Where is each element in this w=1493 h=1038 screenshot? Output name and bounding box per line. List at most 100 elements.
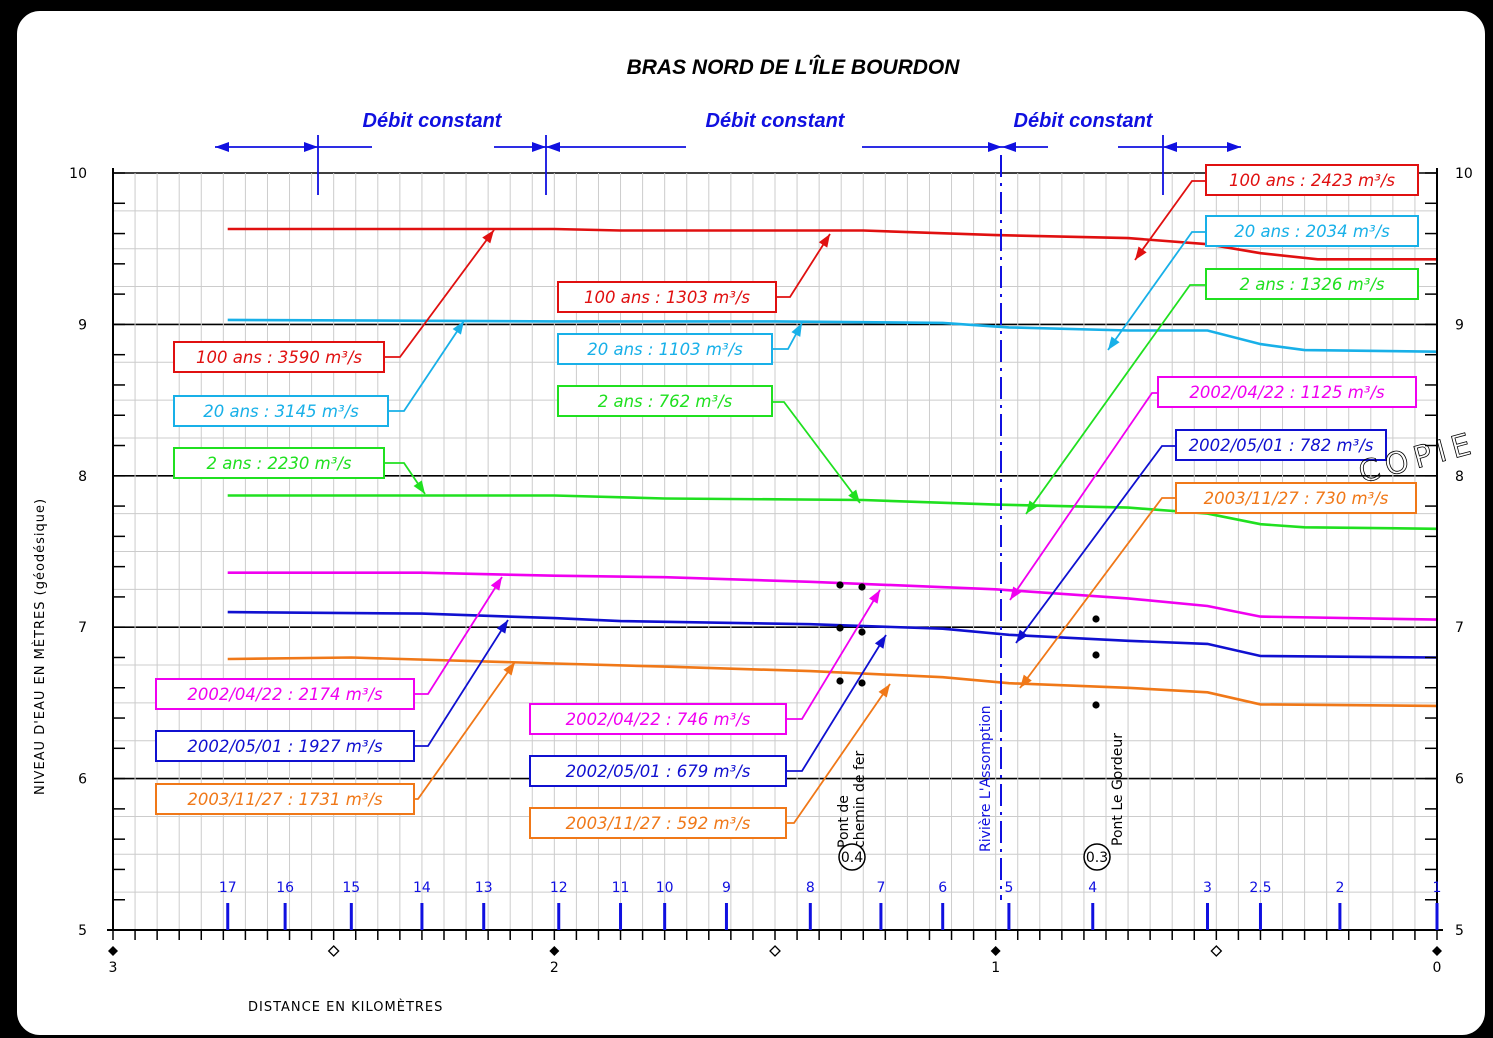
section-label: 5 bbox=[1004, 880, 1013, 896]
leader-arrowhead bbox=[1020, 674, 1032, 688]
bridge1-code-circle bbox=[838, 843, 866, 871]
river-label: Rivière L'Assomption bbox=[978, 705, 994, 852]
label-box bbox=[155, 678, 415, 710]
x-tick-label: 1 bbox=[991, 960, 1000, 976]
x-tick-diamond bbox=[549, 946, 560, 956]
bridge2-code: 0.3 bbox=[1086, 850, 1108, 866]
bridge1-code: 0.4 bbox=[841, 850, 863, 866]
leader-arrowhead bbox=[413, 480, 425, 494]
water-level-chart: BRAS NORD DE L'ÎLE BOURDON Débit constan… bbox=[32, 55, 1481, 1015]
series-label: 2003/11/27 : 1731 m³/s bbox=[187, 790, 383, 809]
series-line bbox=[227, 227, 1437, 261]
leader-line bbox=[1134, 180, 1206, 261]
y-tick-label-left: 9 bbox=[78, 317, 87, 333]
bridge-point bbox=[1092, 651, 1100, 659]
series-label: 2003/11/27 : 730 m³/s bbox=[1204, 489, 1389, 508]
series-labels: 100 ans : 3590 m³/s 100 ans : 1303 m³/s 10… bbox=[155, 164, 1419, 839]
label-box bbox=[529, 807, 787, 839]
leader-line bbox=[786, 589, 881, 720]
section-label: 11 bbox=[612, 880, 630, 896]
label-box bbox=[557, 281, 777, 313]
leader-arrowhead bbox=[1026, 500, 1038, 514]
x-tick-diamond bbox=[990, 946, 1001, 956]
leader-arrowhead bbox=[1010, 586, 1022, 600]
label-box bbox=[173, 341, 385, 373]
y-tick-label-left: 7 bbox=[78, 620, 87, 636]
label-box bbox=[1157, 376, 1417, 408]
section-label: 8 bbox=[806, 880, 815, 896]
x-tick-label: 3 bbox=[109, 960, 118, 976]
series-lines bbox=[227, 227, 1438, 708]
x-half-tick-diamond bbox=[327, 945, 340, 957]
y-tick-label-right: 6 bbox=[1455, 772, 1464, 788]
label-box bbox=[1175, 482, 1417, 514]
leader-arrowhead bbox=[791, 323, 802, 337]
label-box bbox=[1205, 164, 1419, 196]
series-label: 2 ans : 762 m³/s bbox=[598, 392, 733, 411]
leader-arrowhead bbox=[874, 635, 886, 649]
section-label: 10 bbox=[656, 880, 674, 896]
series-label: 2002/05/01 : 782 m³/s bbox=[1189, 436, 1374, 455]
leader-arrowhead bbox=[496, 620, 508, 634]
bridge-point bbox=[836, 624, 844, 632]
debit-constant-label: Débit constant bbox=[706, 110, 846, 132]
label-box bbox=[529, 755, 787, 787]
section-label: 6 bbox=[938, 880, 947, 896]
label-box bbox=[173, 395, 389, 427]
label-box bbox=[557, 385, 773, 417]
y-tick-label-right: 5 bbox=[1455, 923, 1464, 939]
y-axis-title: NIVEAU D'EAU EN MÈTRES (géodésique) bbox=[32, 498, 48, 795]
bridge-point bbox=[1092, 615, 1100, 623]
leader-line bbox=[1107, 231, 1206, 351]
series-line bbox=[227, 494, 1438, 531]
section-label: 16 bbox=[276, 880, 294, 896]
section-label: 14 bbox=[413, 880, 431, 896]
bridge2-label: Pont Le Gordeur bbox=[1110, 733, 1126, 846]
label-box bbox=[155, 730, 415, 762]
section-label: 4 bbox=[1088, 880, 1097, 896]
section-label: 13 bbox=[475, 880, 493, 896]
arrowhead bbox=[1163, 142, 1177, 152]
series-label: 20 ans : 3145 m³/s bbox=[203, 402, 359, 421]
section-label: 9 bbox=[722, 880, 731, 896]
leader-line bbox=[1009, 392, 1158, 601]
y-tick-label-left: 5 bbox=[78, 923, 87, 939]
series-label: 100 ans : 3590 m³/s bbox=[196, 348, 362, 367]
leader-arrowhead bbox=[1108, 336, 1120, 350]
chart-title: BRAS NORD DE L'ÎLE BOURDON bbox=[627, 55, 961, 79]
y-tick-label-left: 10 bbox=[69, 166, 87, 182]
y-tick-label-right: 9 bbox=[1455, 317, 1464, 333]
section-label: 2.5 bbox=[1249, 880, 1271, 896]
leader-arrowhead bbox=[1016, 629, 1028, 643]
leader-arrowhead bbox=[482, 230, 494, 244]
leader-arrowhead bbox=[503, 662, 515, 676]
bridge-point bbox=[858, 679, 866, 687]
series-line bbox=[227, 610, 1438, 659]
series-label: 2002/05/01 : 679 m³/s bbox=[566, 762, 751, 781]
section-label: 17 bbox=[219, 880, 237, 896]
bridge-point bbox=[836, 581, 844, 589]
section-label: 7 bbox=[876, 880, 885, 896]
arrowhead bbox=[1227, 142, 1241, 152]
arrowhead bbox=[215, 142, 229, 152]
label-box bbox=[529, 703, 787, 735]
leader-line bbox=[772, 401, 861, 504]
x-axis-title: DISTANCE EN KILOMÈTRES bbox=[248, 999, 443, 1015]
section-label: 2 bbox=[1335, 880, 1344, 896]
leader-line bbox=[1019, 497, 1176, 689]
leader-line bbox=[414, 619, 509, 747]
arrowhead bbox=[546, 142, 560, 152]
label-box bbox=[155, 783, 415, 815]
series-label: 2002/04/22 : 1125 m³/s bbox=[1189, 383, 1385, 402]
y-tick-label-right: 10 bbox=[1455, 166, 1473, 182]
series-line bbox=[227, 318, 1438, 353]
series-label: 20 ans : 2034 m³/s bbox=[1234, 222, 1390, 241]
leader-line bbox=[1025, 284, 1206, 515]
x-tick-diamond bbox=[108, 946, 118, 956]
leader-line bbox=[384, 229, 495, 358]
leader-line bbox=[776, 683, 891, 824]
x-half-tick-diamond bbox=[769, 945, 781, 957]
leader-line bbox=[776, 233, 831, 298]
debit-constant-arrows: Débit constant Débit constant Débit consta… bbox=[215, 110, 1241, 195]
